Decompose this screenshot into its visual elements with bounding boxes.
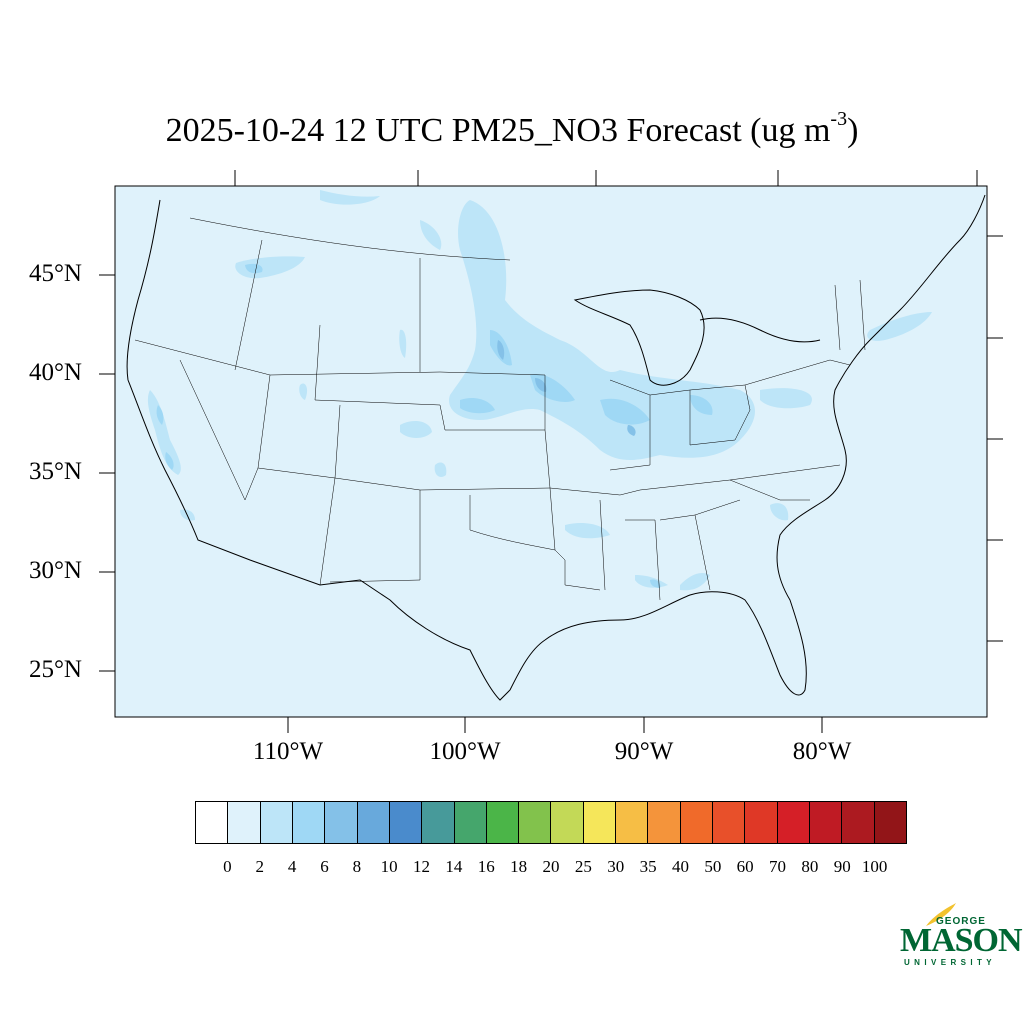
- colorbar: [195, 801, 907, 844]
- colorbar-swatch: [874, 802, 906, 843]
- logo-mason: MASON: [900, 922, 1023, 959]
- concentration-contours-high: [156, 263, 713, 588]
- lon-label-90: 90°W: [614, 738, 674, 765]
- lon-label-110: 110°W: [252, 738, 324, 765]
- colorbar-tick-label: 12: [413, 857, 431, 876]
- lat-label-30: 30°N: [28, 557, 82, 584]
- lon-label-80: 80°W: [792, 738, 852, 765]
- colorbar-tick-label: 50: [704, 857, 722, 876]
- axis-ticks: [99, 170, 1003, 733]
- colorbar-swatch: [228, 802, 261, 843]
- colorbar-tick-label: 20: [542, 857, 560, 876]
- colorbar-swatch: [583, 802, 617, 843]
- colorbar-tick-label: 6: [320, 857, 329, 876]
- colorbar-tick-label: 100: [861, 857, 888, 876]
- lat-label-45: 45°N: [28, 260, 82, 287]
- colorbar-tick-label: 14: [445, 857, 463, 876]
- us-outline: [126, 194, 986, 701]
- colorbar-tick-label: 2: [255, 857, 264, 876]
- gmu-logo: GEORGE MASON UNIVERSITY: [896, 898, 1023, 970]
- colorbar-swatch: [648, 802, 681, 843]
- colorbar-tick-label: 0: [223, 857, 232, 876]
- colorbar-swatch: [809, 802, 843, 843]
- lon-label-100: 100°W: [429, 738, 501, 765]
- concentration-contours-peak: [497, 340, 636, 436]
- lat-label-35: 35°N: [28, 458, 82, 485]
- colorbar-tick-label: 35: [639, 857, 657, 876]
- colorbar-tick-label: 30: [607, 857, 625, 876]
- colorbar-swatch: [292, 802, 326, 843]
- colorbar-tick-label: 4: [287, 857, 297, 876]
- forecast-map: [99, 170, 1003, 733]
- map-title-exponent: -3: [830, 108, 848, 130]
- colorbar-swatch: [260, 802, 293, 843]
- logo-university: UNIVERSITY: [904, 958, 997, 967]
- colorbar-tick-label: 25: [574, 857, 592, 876]
- concentration-contours: [147, 190, 932, 591]
- map-title: 2025-10-24 12 UTC PM25_NO3 Forecast (ug …: [0, 108, 1024, 150]
- colorbar-tick-label: 16: [477, 857, 495, 876]
- colorbar-swatch: [454, 802, 487, 843]
- colorbar-tick-label: 18: [510, 857, 528, 876]
- leaf-icon: [926, 903, 956, 926]
- colorbar-tick-label: 10: [380, 857, 398, 876]
- colorbar-swatch: [196, 802, 229, 843]
- map-title-close: ): [847, 112, 859, 149]
- lat-label-40: 40°N: [28, 359, 82, 386]
- logo-george: GEORGE: [936, 916, 986, 927]
- colorbar-tick-label: 60: [736, 857, 754, 876]
- state-borders: [134, 217, 866, 601]
- colorbar-tick-label: 80: [801, 857, 819, 876]
- colorbar-swatch: [389, 802, 423, 843]
- colorbar-tick-label: 40: [671, 857, 689, 876]
- colorbar-swatch: [745, 802, 778, 843]
- colorbar-swatch: [486, 802, 520, 843]
- colorbar-tick-label: 70: [769, 857, 787, 876]
- colorbar-swatch: [422, 802, 455, 843]
- colorbar-swatch: [519, 802, 552, 843]
- colorbar-tick-label: 90: [833, 857, 851, 876]
- colorbar-swatch: [325, 802, 358, 843]
- map-title-main: 2025-10-24 12 UTC PM25_NO3 Forecast (ug …: [165, 112, 831, 149]
- colorbar-swatch: [842, 802, 875, 843]
- colorbar-swatch: [357, 802, 390, 843]
- colorbar-tick-label: 8: [352, 857, 362, 876]
- lat-label-25: 25°N: [28, 656, 82, 683]
- colorbar-swatch: [616, 802, 649, 843]
- map-frame: [114, 185, 988, 718]
- colorbar-swatch: [680, 802, 713, 843]
- colorbar-swatch: [551, 802, 584, 843]
- colorbar-swatch: [777, 802, 810, 843]
- colorbar-swatch: [713, 802, 746, 843]
